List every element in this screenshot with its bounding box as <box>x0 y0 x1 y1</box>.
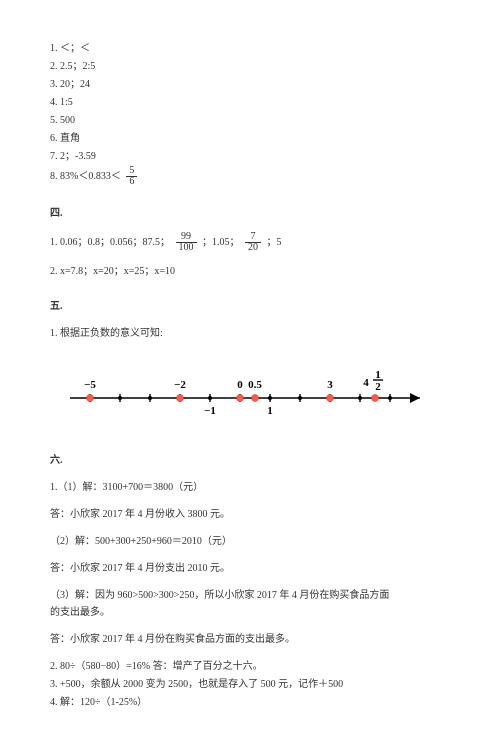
s6-l3b: 的支出最多。 <box>50 604 450 621</box>
number-line-figure: −5−200.53412−11 <box>50 354 430 434</box>
s6-l1: 1.（1）解：3100+700＝3800（元） <box>50 479 450 496</box>
s6-l6: 4. 解：120÷（1-25%） <box>50 694 450 711</box>
svg-text:1: 1 <box>267 405 273 417</box>
line-8-pre: 8. 83%＜0.833＜ <box>50 171 121 182</box>
fraction-99-100: 99 100 <box>176 232 197 253</box>
s6-l5: 3. +500，余额从 2000 变为 2500，也就是存入了 500 元，记作… <box>50 676 450 693</box>
s4-l1c: ；5 <box>267 237 282 248</box>
s6-a3: 答：小欣家 2017 年 4 月份在购买食品方面的支出最多。 <box>50 631 450 648</box>
number-line-svg: −5−200.53412−11 <box>50 354 430 434</box>
section-5-head: 五. <box>50 298 450 315</box>
line-1: 1. ＜；＜ <box>50 40 450 57</box>
line-5: 5. 500 <box>50 112 450 129</box>
section-4-head: 四. <box>50 205 450 222</box>
line-8: 8. 83%＜0.833＜ 5 6 <box>50 166 450 187</box>
fraction-7-20: 7 20 <box>245 232 261 253</box>
s6-a2: 答：小欣家 2017 年 4 月份支出 2010 元。 <box>50 560 450 577</box>
page: 1. ＜；＜ 2. 2.5；2:5 3. 20；24 4. 1:5 5. 500… <box>0 0 500 742</box>
s5-line-1: 1. 根据正负数的意义可知: <box>50 325 450 342</box>
s4-l1a: 1. 0.06；0.8；0.056；87.5； <box>50 237 170 248</box>
svg-text:4: 4 <box>363 377 369 389</box>
s4-line-2: 2. x=7.8；x=20；x=25；x=10 <box>50 263 450 280</box>
line-6: 6. 直角 <box>50 130 450 147</box>
s6-a1: 答：小欣家 2017 年 4 月份收入 3800 元。 <box>50 506 450 523</box>
s4-line-1: 1. 0.06；0.8；0.056；87.5； 99 100 ；1.05； 7 … <box>50 232 450 253</box>
s6-l3a: （3）解：因为 960>500>300>250，所以小欣家 2017 年 4 月… <box>50 587 450 604</box>
svg-text:1: 1 <box>375 369 381 381</box>
line-4: 4. 1:5 <box>50 94 450 111</box>
svg-text:−1: −1 <box>204 405 216 417</box>
svg-text:−2: −2 <box>174 379 186 391</box>
svg-text:3: 3 <box>327 379 333 391</box>
s6-l2: （2）解：500+300+250+960＝2010（元） <box>50 533 450 550</box>
frac-den: 20 <box>245 243 261 253</box>
fraction-5-6: 5 6 <box>126 166 137 187</box>
svg-text:0.5: 0.5 <box>248 379 262 391</box>
frac-den: 100 <box>176 243 197 253</box>
line-3: 3. 20；24 <box>50 76 450 93</box>
s4-l1b: ；1.05； <box>202 237 240 248</box>
svg-text:−5: −5 <box>84 379 96 391</box>
svg-text:0: 0 <box>237 379 243 391</box>
line-2: 2. 2.5；2:5 <box>50 58 450 75</box>
s6-l4: 2. 80÷（580−80）=16% 答：增产了百分之十六。 <box>50 658 450 675</box>
line-7: 7. 2；-3.59 <box>50 148 450 165</box>
section-6-head: 六. <box>50 452 450 469</box>
svg-text:2: 2 <box>375 381 381 393</box>
frac-den: 6 <box>126 177 137 187</box>
